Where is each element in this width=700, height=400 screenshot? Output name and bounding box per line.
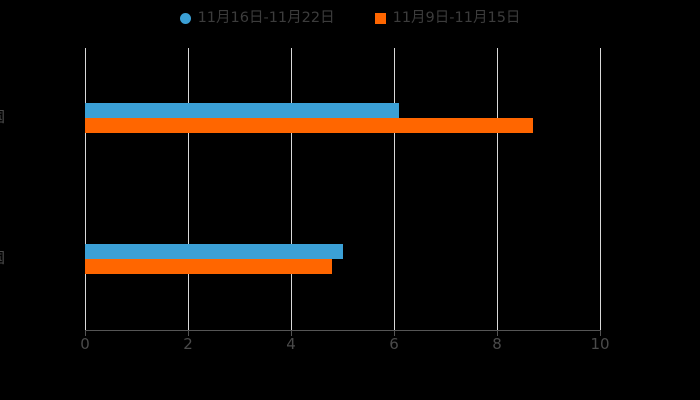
x-axis-line	[85, 330, 601, 331]
bar-germany-series-1[interactable]	[85, 118, 534, 133]
x-tick-mark-10	[600, 331, 601, 336]
bar-china-series-0[interactable]	[85, 244, 343, 259]
legend-label-series-1: 11月9日-11月15日	[392, 9, 521, 26]
legend-label-series-0: 11月16日-11月22日	[197, 9, 335, 26]
legend-item-series-0[interactable]: 11月16日-11月22日	[179, 9, 335, 26]
x-tick-label-10: 10	[590, 335, 610, 353]
x-tick-label-4: 4	[286, 335, 296, 353]
x-tick-mark-2	[188, 331, 189, 336]
legend-circle-marker-icon	[179, 12, 191, 24]
gridline-0	[85, 48, 86, 330]
x-tick-label-0: 0	[80, 335, 90, 353]
x-tick-mark-6	[394, 331, 395, 336]
legend-item-series-1[interactable]: 11月9日-11月15日	[374, 9, 521, 26]
x-tick-mark-0	[85, 331, 86, 336]
gridline-4	[291, 48, 292, 330]
y-category-label-germany: 德国	[0, 111, 5, 126]
bar-germany-series-0[interactable]	[85, 103, 400, 118]
x-tick-label-6: 6	[389, 335, 399, 353]
x-tick-mark-8	[497, 331, 498, 336]
x-tick-label-8: 8	[492, 335, 502, 353]
gridline-2	[188, 48, 189, 330]
gridline-6	[394, 48, 395, 330]
legend-square-marker-icon	[374, 12, 386, 24]
bar-china-series-1[interactable]	[85, 259, 333, 274]
x-tick-mark-4	[291, 331, 292, 336]
plot-area	[85, 48, 601, 330]
x-tick-label-2: 2	[183, 335, 193, 353]
y-category-label-china: 中国	[0, 252, 5, 267]
gridline-10	[600, 48, 601, 330]
gridline-8	[497, 48, 498, 330]
chart-legend: 11月16日-11月22日 11月9日-11月15日	[0, 6, 700, 30]
